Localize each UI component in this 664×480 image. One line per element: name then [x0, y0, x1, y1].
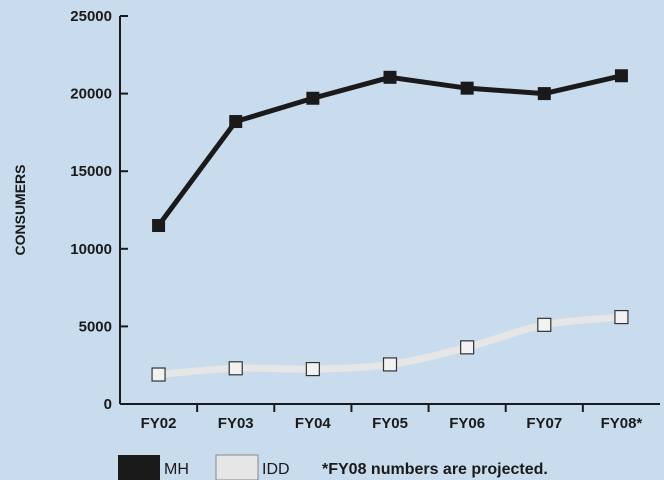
legend: MH IDD — [118, 454, 290, 480]
legend-label-idd: IDD — [262, 461, 290, 478]
legend-swatch-mh — [118, 455, 160, 480]
data-point-mh — [614, 69, 628, 83]
data-point-idd — [614, 309, 629, 325]
y-tick-label: 25000 — [70, 8, 112, 25]
data-point-idd — [151, 367, 166, 382]
x-tick-label: FY07 — [526, 415, 562, 432]
y-tick-label: 15000 — [70, 163, 112, 180]
data-point-idd — [460, 340, 475, 355]
data-point-mh — [306, 91, 320, 105]
data-point-mh — [152, 219, 166, 233]
legend-swatch-idd — [215, 454, 259, 480]
data-point-mh — [460, 81, 474, 95]
data-point-mh — [537, 87, 551, 101]
y-tick-label: 5000 — [79, 318, 112, 335]
data-point-idd — [537, 317, 552, 332]
x-tick-label: FY06 — [449, 415, 485, 432]
data-point-idd — [382, 357, 398, 372]
y-tick-label: 10000 — [70, 241, 112, 258]
x-tick-label: FY03 — [218, 415, 254, 432]
projection-note: *FY08 numbers are projected. — [322, 461, 548, 478]
legend-label-mh: MH — [164, 461, 189, 478]
x-tick-label: FY08* — [601, 415, 643, 432]
data-point-mh — [383, 70, 397, 84]
y-tick-label: 20000 — [70, 86, 112, 103]
axes: 0 5000 10000 15000 20000 25000 FY02 FY03 FY04 FY0… — [70, 8, 660, 432]
series-layer — [151, 69, 629, 382]
data-point-idd — [228, 361, 243, 376]
data-point-mh — [229, 115, 243, 129]
y-tick-label: 0 — [104, 396, 112, 413]
y-axis-title: CONSUMERS — [12, 164, 28, 255]
x-tick-label: FY04 — [295, 415, 332, 432]
x-tick-label: FY05 — [372, 415, 408, 432]
data-point-idd — [305, 361, 320, 377]
x-tick-label: FY02 — [141, 415, 177, 432]
